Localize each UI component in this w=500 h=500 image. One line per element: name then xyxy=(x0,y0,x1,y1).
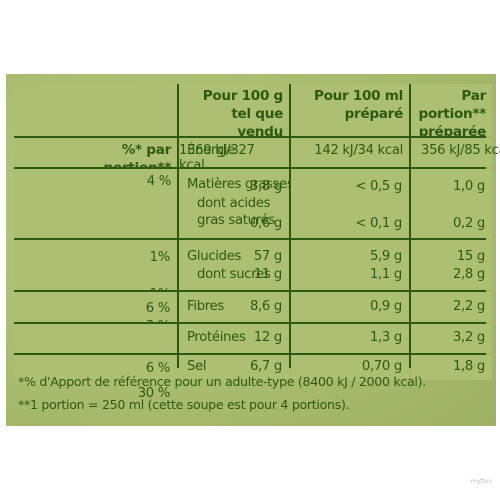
proteines-portion: 3,2 g xyxy=(452,330,485,345)
header-per-portion-line2: préparée xyxy=(418,124,487,140)
matieres-label-cell: Matières grasses dont acides gras saturé… xyxy=(179,169,294,238)
glucides-per-100g-sub: 11 g xyxy=(253,267,282,282)
fibres-per-100ml: 0,9 g xyxy=(369,299,402,314)
matieres-per-100ml-cell: < 0,5 g < 0,1 g xyxy=(291,169,409,238)
header-per-100ml-line2: préparé xyxy=(344,106,404,122)
energie-per-100ml-cell: 142 kJ/34 kcal xyxy=(291,138,409,167)
energie-portion: 356 kJ/85 kcal xyxy=(421,143,500,158)
sel-pct: 30 % xyxy=(137,386,171,401)
sel-pct-cell: 30 % xyxy=(14,382,177,401)
fibres-label-cell: Fibres 8,6 g xyxy=(179,292,289,322)
sel-portion: 1,8 g xyxy=(452,359,485,374)
header-per-portion: Par portion** préparée xyxy=(411,84,492,140)
matieres-pct: 1% xyxy=(149,250,171,265)
header-per-portion-line1: Par portion** xyxy=(418,88,487,122)
header-per-100ml: Pour 100 ml préparé xyxy=(291,84,409,136)
sel-label-cell: Sel 6,7 g xyxy=(179,355,289,380)
proteines-pct: 6 % xyxy=(145,361,171,376)
matieres-per-100g-sub: 0,6 g xyxy=(249,216,282,231)
glucides-portion: 15 g xyxy=(456,249,485,264)
sel-per-100ml-cell: 0,70 g xyxy=(291,355,409,380)
sel-per-100ml: 0,70 g xyxy=(361,359,402,374)
proteines-per-100ml: 1,3 g xyxy=(369,330,402,345)
matieres-portion-sub: 0,2 g xyxy=(452,216,485,231)
header-percent-line1: %* par xyxy=(121,142,172,158)
energie-pct-cell: 4 % xyxy=(14,169,177,238)
watermark: myftoo xyxy=(470,478,492,485)
glucides-per-100ml-sub: 1,1 g xyxy=(369,267,402,282)
fibres-portion: 2,2 g xyxy=(452,299,485,314)
matieres-pct-cell: 1% 1% xyxy=(14,240,177,302)
proteines-per-100g: 12 g xyxy=(253,330,282,345)
fibres-label: Fibres xyxy=(187,299,224,314)
fibres-portion-cell: 2,2 g xyxy=(411,292,492,322)
proteines-per-100ml-cell: 1,3 g xyxy=(291,324,409,353)
glucides-portion-cell: 15 g 2,8 g xyxy=(411,240,492,290)
energie-per-100ml: 142 kJ/34 kcal xyxy=(314,143,403,158)
header-per-100ml-line1: Pour 100 ml xyxy=(313,88,403,104)
sel-portion-cell: 1,8 g xyxy=(411,355,492,380)
fibres-per-100g: 8,6 g xyxy=(249,299,282,314)
glucides-per-100ml: 5,9 g xyxy=(369,249,402,264)
matieres-per-100g: 3,8 g xyxy=(249,179,282,194)
header-per-100g: Pour 100 g tel que vendu xyxy=(179,84,289,140)
matieres-portion-cell: 1,0 g 0,2 g xyxy=(411,169,492,238)
proteines-label-cell: Protéines 12 g xyxy=(179,324,289,353)
footnote-reference-intake: *% d'Apport de référence pour un adulte-… xyxy=(18,374,426,389)
nutrition-table: Pour 100 g tel que vendu Pour 100 ml pré… xyxy=(14,84,500,401)
glucides-per-100ml-cell: 5,9 g 1,1 g xyxy=(291,240,409,290)
header-empty-cell xyxy=(14,84,177,136)
header-per-100g-line1: Pour 100 g xyxy=(202,88,284,104)
energie-pct: 4 % xyxy=(146,174,172,189)
matieres-per-100ml-sub: < 0,1 g xyxy=(355,216,402,231)
proteines-pct-cell: 6 % xyxy=(14,355,177,380)
glucides-label-cell: Glucides dont sucres 57 g 11 g xyxy=(179,240,289,290)
proteines-portion-cell: 3,2 g xyxy=(411,324,492,353)
glucides-pct-cell: 6 % 3 % xyxy=(14,292,177,334)
header-percent: %* par portion** xyxy=(14,138,177,176)
footnote-portion-size: **1 portion = 250 ml (cette soupe est po… xyxy=(18,397,350,412)
matieres-portion: 1,0 g xyxy=(452,179,485,194)
glucides-label: Glucides xyxy=(187,249,242,264)
energie-label-cell: Énergie 1369 kJ/327 kcal xyxy=(179,138,289,173)
matieres-per-100ml: < 0,5 g xyxy=(355,179,402,194)
matieres-sub-line2: gras saturés xyxy=(197,213,275,228)
energie-label: Énergie xyxy=(187,143,236,158)
fibres-pct-cell xyxy=(14,324,177,353)
glucides-per-100g: 57 g xyxy=(253,249,282,264)
glucides-pct: 6 % xyxy=(145,301,171,316)
matieres-sub-line1: dont acides xyxy=(197,196,271,211)
sel-per-100g: 6,7 g xyxy=(249,359,282,374)
glucides-portion-sub: 2,8 g xyxy=(452,267,485,282)
matieres-label: Matières grasses xyxy=(187,177,294,192)
energie-portion-cell: 356 kJ/85 kcal xyxy=(411,138,500,167)
sel-label: Sel xyxy=(187,359,207,374)
fibres-per-100ml-cell: 0,9 g xyxy=(291,292,409,322)
glucides-sub: dont sucres xyxy=(197,267,271,282)
header-per-100g-line2: tel que vendu xyxy=(231,106,283,140)
proteines-label: Protéines xyxy=(187,330,246,345)
